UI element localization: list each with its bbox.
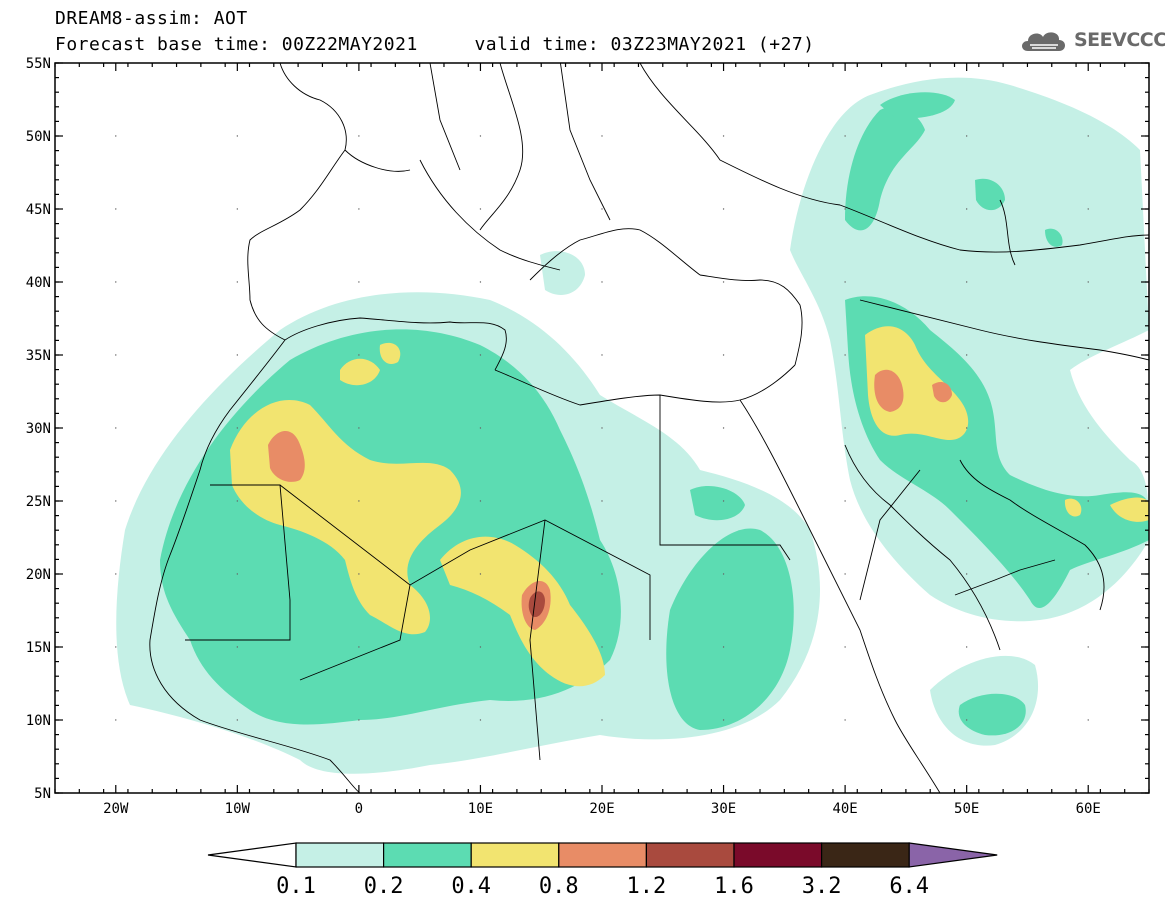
seevccc-logo: SEEVCCC (1018, 25, 1165, 55)
longitude-labels: 20W 10W 0 10E 20E 30E 40E 50E 60E (103, 801, 1101, 817)
colorbar-cell (820, 842, 910, 868)
forecast-times: Forecast base time: 00Z22MAY2021 valid t… (55, 34, 815, 55)
latitude-label: 50N (26, 129, 51, 145)
cloud-icon (1022, 32, 1065, 51)
latitude-label: 30N (26, 421, 51, 437)
longitude-label: 20E (589, 801, 614, 817)
colorbar-label: 1.2 (627, 874, 667, 899)
longitude-label: 60E (1076, 801, 1101, 817)
colorbar-cell (558, 842, 647, 868)
longitude-label: 40E (832, 801, 857, 817)
latitude-label: 45N (26, 202, 51, 218)
latitude-label: 20N (26, 567, 51, 583)
graticule-dots (115, 135, 1089, 721)
colorbar-label: 0.2 (364, 874, 404, 899)
colorbar-cell (383, 842, 472, 868)
latitude-label: 35N (26, 348, 51, 364)
latitude-label: 10N (26, 713, 51, 729)
logo-text: SEEVCCC (1074, 29, 1165, 51)
coastlines-borders (149, 63, 1149, 793)
colorbar-cell (470, 842, 560, 868)
colorbar-label: 0.4 (451, 874, 491, 899)
colorbar-labels: 0.1 0.2 0.4 0.8 1.2 1.6 3.2 6.4 (276, 874, 929, 899)
colorbar-label: 0.8 (539, 874, 579, 899)
colorbar-label: 3.2 (802, 874, 842, 899)
colorbar-label: 0.1 (276, 874, 316, 899)
latitude-label: 40N (26, 275, 51, 291)
colorbar-cells (295, 842, 998, 868)
colorbar-label: 1.6 (714, 874, 754, 899)
colorbar-low-arrow (207, 842, 297, 868)
colorbar-cell (295, 842, 385, 868)
longitude-label: 20W (103, 801, 129, 817)
colorbar: 0.1 0.2 0.4 0.8 1.2 1.6 3.2 6.4 (207, 842, 998, 899)
map-title: DREAM8-assim: AOT (55, 8, 248, 29)
aot-contours (116, 77, 1149, 774)
latitude-label: 25N (26, 494, 51, 510)
aot-level-1.2 (528, 591, 545, 618)
axis-ticks (54, 62, 1150, 794)
longitude-label: 10W (225, 801, 251, 817)
colorbar-high-arrow (908, 842, 998, 868)
latitude-label: 55N (26, 56, 51, 72)
colorbar-cell (733, 842, 823, 868)
latitude-labels: 55N 50N 45N 40N 35N 30N 25N 20N 15N 10N 5N (26, 56, 51, 802)
longitude-label: 10E (468, 801, 493, 817)
latitude-label: 15N (26, 640, 51, 656)
colorbar-cell (645, 842, 735, 868)
longitude-label: 30E (711, 801, 736, 817)
colorbar-label: 6.4 (889, 874, 929, 899)
longitude-label: 0 (355, 801, 363, 817)
longitude-label: 50E (954, 801, 979, 817)
latitude-label: 5N (34, 786, 51, 802)
